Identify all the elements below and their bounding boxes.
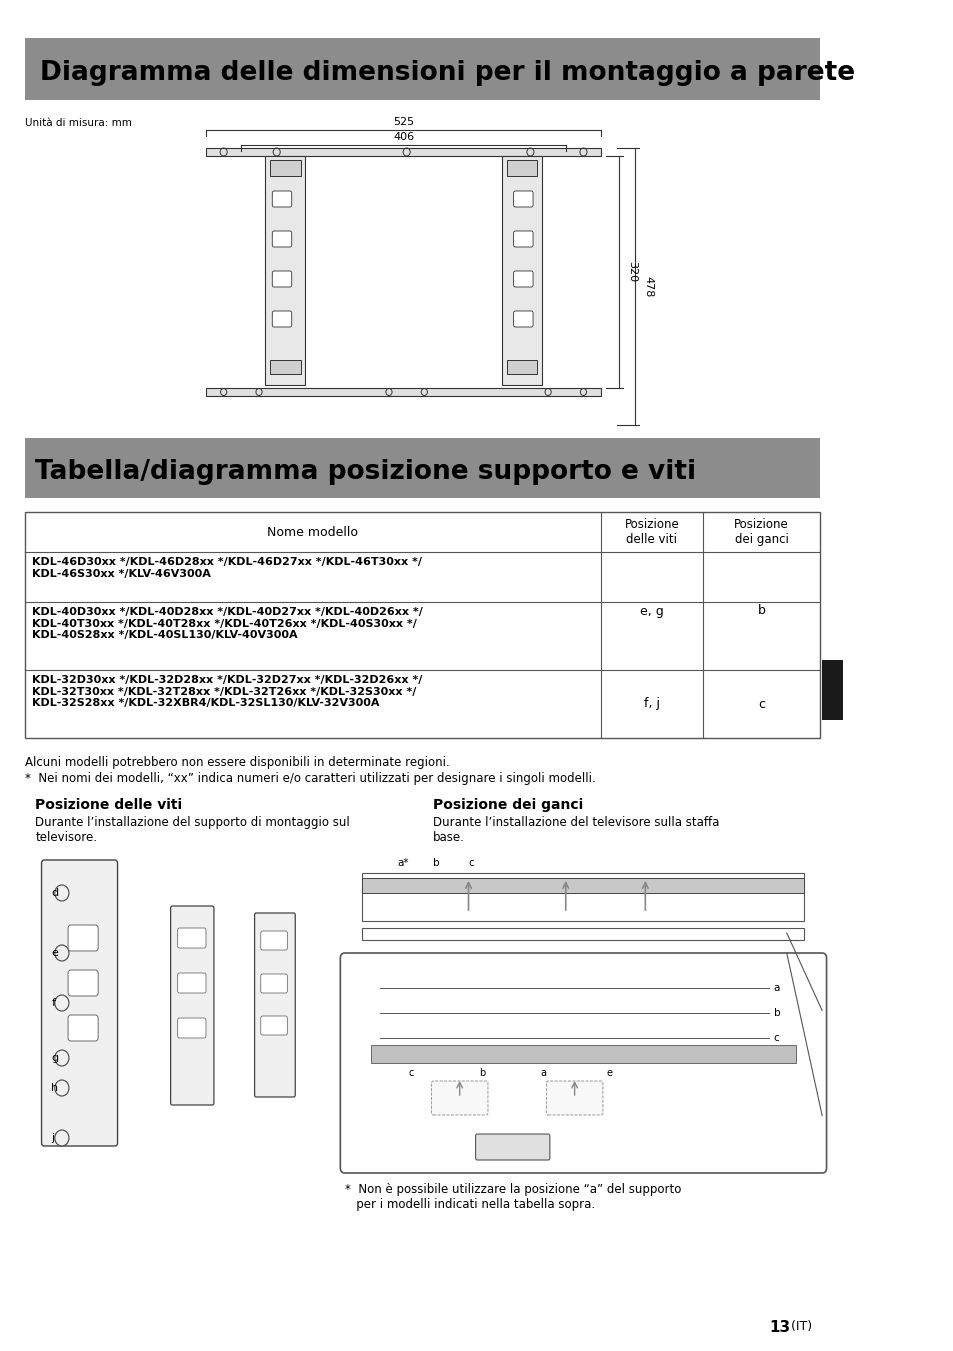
Text: c: c: [468, 858, 474, 867]
Bar: [506, 159, 537, 176]
Bar: [265, 155, 305, 385]
Text: Durante l’installazione del televisore sulla staffa
base.: Durante l’installazione del televisore s…: [433, 816, 719, 844]
Text: g: g: [51, 1052, 58, 1063]
FancyBboxPatch shape: [42, 861, 117, 1146]
FancyBboxPatch shape: [260, 974, 287, 993]
FancyBboxPatch shape: [272, 272, 292, 286]
Text: d: d: [51, 888, 58, 898]
Text: Durante l’installazione del supporto di montaggio sul
televisore.: Durante l’installazione del supporto di …: [35, 816, 350, 844]
Text: 13: 13: [768, 1320, 789, 1335]
Bar: [206, 149, 600, 155]
Bar: [270, 159, 300, 176]
FancyBboxPatch shape: [513, 272, 533, 286]
Text: 406: 406: [393, 132, 414, 142]
Bar: [270, 359, 300, 374]
Text: b: b: [757, 604, 764, 617]
Bar: [371, 1046, 795, 1063]
FancyBboxPatch shape: [272, 190, 292, 207]
Bar: [501, 155, 541, 385]
Text: Diagramma delle dimensioni per il montaggio a parete: Diagramma delle dimensioni per il montag…: [40, 59, 854, 86]
Circle shape: [54, 885, 69, 901]
Text: a: a: [773, 984, 779, 993]
Bar: [362, 878, 803, 893]
FancyBboxPatch shape: [68, 970, 98, 996]
Circle shape: [54, 944, 69, 961]
Text: e: e: [606, 1069, 613, 1078]
Circle shape: [54, 1129, 69, 1146]
Text: Nome modello: Nome modello: [267, 526, 358, 539]
Text: KDL-32D30xx */KDL-32D28xx */KDL-32D27xx */KDL-32D26xx */
KDL-32T30xx */KDL-32T28: KDL-32D30xx */KDL-32D28xx */KDL-32D27xx …: [31, 676, 422, 708]
Text: c: c: [758, 697, 764, 711]
Bar: [206, 388, 600, 396]
Text: 478: 478: [643, 276, 653, 297]
Text: b: b: [773, 1008, 780, 1019]
Text: h: h: [51, 1084, 58, 1093]
Bar: [25, 38, 820, 100]
Text: f, j: f, j: [643, 697, 659, 711]
Bar: [25, 512, 820, 738]
Circle shape: [54, 1079, 69, 1096]
Bar: [506, 359, 537, 374]
Text: c: c: [408, 1069, 414, 1078]
FancyBboxPatch shape: [513, 190, 533, 207]
FancyBboxPatch shape: [177, 1019, 206, 1038]
FancyBboxPatch shape: [546, 1081, 602, 1115]
Text: e, g: e, g: [639, 604, 663, 617]
Text: b: b: [478, 1069, 484, 1078]
Text: Unità di misura: mm: Unità di misura: mm: [25, 118, 132, 128]
Text: c: c: [773, 1034, 779, 1043]
Text: Posizione delle viti: Posizione delle viti: [35, 798, 182, 812]
Text: Tabella/diagramma posizione supporto e viti: Tabella/diagramma posizione supporto e v…: [35, 459, 696, 485]
Text: *  Non è possibile utilizzare la posizione “a” del supporto
   per i modelli ind: * Non è possibile utilizzare la posizion…: [344, 1183, 680, 1210]
FancyBboxPatch shape: [68, 1015, 98, 1042]
FancyBboxPatch shape: [513, 311, 533, 327]
Text: a*: a*: [397, 858, 409, 867]
FancyBboxPatch shape: [171, 907, 213, 1105]
FancyBboxPatch shape: [476, 1133, 549, 1161]
Text: Posizione dei ganci: Posizione dei ganci: [433, 798, 583, 812]
Text: b: b: [433, 858, 439, 867]
FancyBboxPatch shape: [340, 952, 825, 1173]
FancyBboxPatch shape: [260, 1016, 287, 1035]
Bar: [25, 438, 820, 499]
FancyBboxPatch shape: [272, 311, 292, 327]
Text: 525: 525: [393, 118, 414, 127]
Circle shape: [54, 994, 69, 1011]
FancyBboxPatch shape: [254, 913, 294, 1097]
Text: Posizione
dei ganci: Posizione dei ganci: [734, 517, 788, 546]
FancyBboxPatch shape: [513, 231, 533, 247]
Text: j: j: [51, 1133, 54, 1143]
Text: 320: 320: [627, 262, 637, 282]
Text: (IT): (IT): [786, 1320, 811, 1333]
Text: e: e: [51, 948, 58, 958]
Text: Posizione
delle viti: Posizione delle viti: [624, 517, 679, 546]
Text: *  Nei nomi dei modelli, “xx” indica numeri e/o caratteri utilizzati per designa: * Nei nomi dei modelli, “xx” indica nume…: [25, 771, 595, 785]
FancyBboxPatch shape: [272, 231, 292, 247]
FancyBboxPatch shape: [177, 973, 206, 993]
Bar: [821, 661, 842, 720]
FancyBboxPatch shape: [68, 925, 98, 951]
Text: f: f: [51, 998, 55, 1008]
Bar: [362, 928, 803, 940]
Text: Alcuni modelli potrebbero non essere disponibili in determinate regioni.: Alcuni modelli potrebbero non essere dis…: [25, 757, 449, 769]
FancyBboxPatch shape: [431, 1081, 488, 1115]
FancyBboxPatch shape: [260, 931, 287, 950]
Text: KDL-40D30xx */KDL-40D28xx */KDL-40D27xx */KDL-40D26xx */
KDL-40T30xx */KDL-40T28: KDL-40D30xx */KDL-40D28xx */KDL-40D27xx …: [31, 607, 422, 640]
Text: KDL-46D30xx */KDL-46D28xx */KDL-46D27xx */KDL-46T30xx */
KDL-46S30xx */KLV-46V30: KDL-46D30xx */KDL-46D28xx */KDL-46D27xx …: [31, 557, 421, 578]
Bar: [362, 873, 803, 921]
Circle shape: [54, 1050, 69, 1066]
FancyBboxPatch shape: [177, 928, 206, 948]
Text: a: a: [540, 1069, 546, 1078]
